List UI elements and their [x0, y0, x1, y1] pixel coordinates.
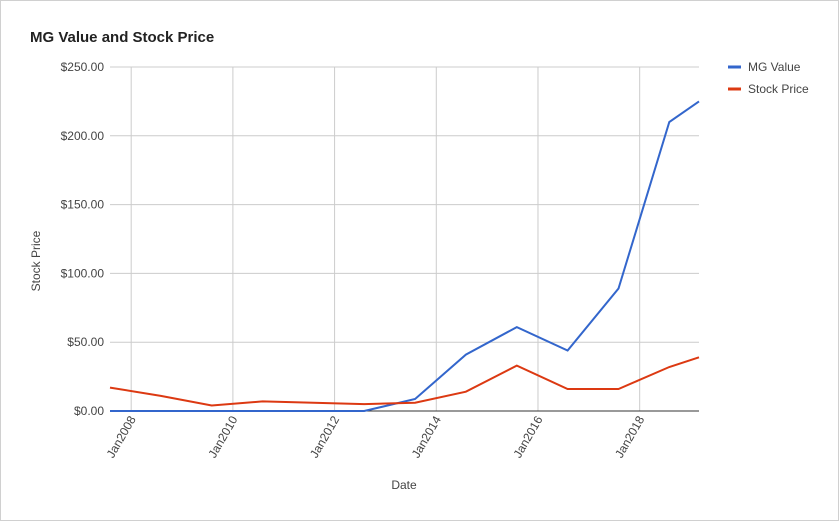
legend-label: MG Value: [748, 60, 801, 74]
y-tick-label: $100.00: [61, 266, 105, 280]
y-tick-label: $50.00: [67, 335, 104, 349]
line-series: [109, 356, 700, 407]
y-tick-label: $0.00: [74, 404, 104, 418]
chart-title: MG Value and Stock Price: [30, 29, 214, 46]
legend-label: Stock Price: [748, 82, 809, 96]
x-axis-title: Date: [391, 478, 417, 492]
y-tick-label: $150.00: [61, 198, 105, 212]
line-series: [110, 100, 700, 412]
y-tick-label: $250.00: [61, 60, 105, 74]
y-tick-label: $200.00: [61, 129, 105, 143]
y-axis-title: Stock Price: [29, 230, 43, 291]
